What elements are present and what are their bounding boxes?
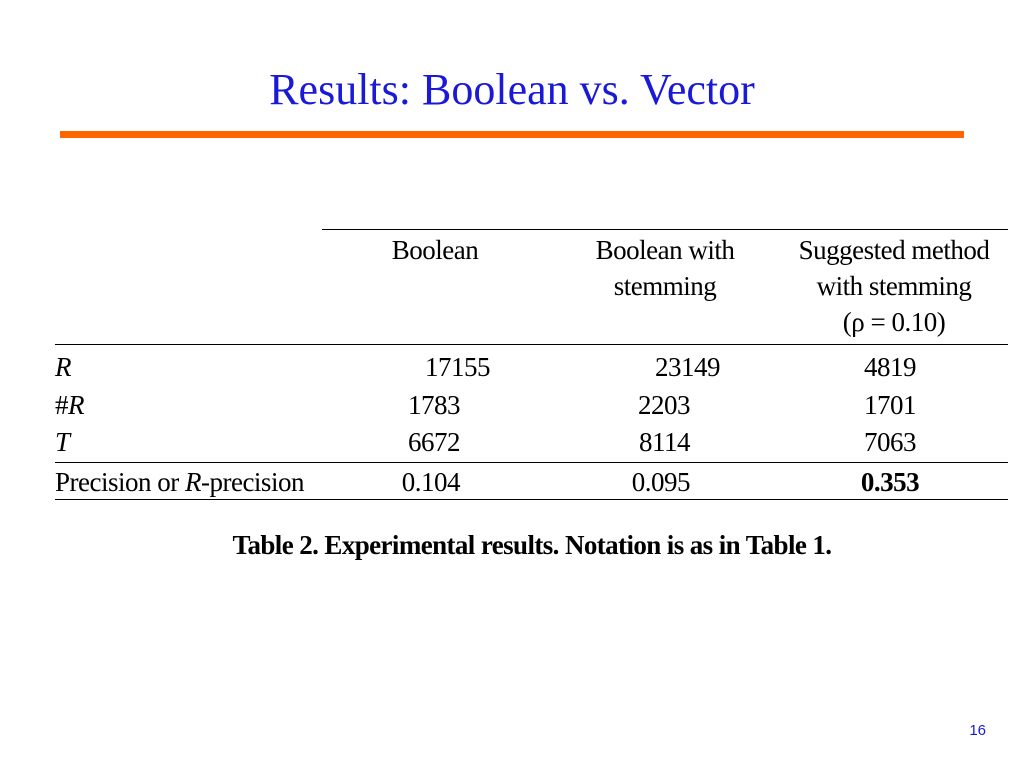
column-header-boolean: Boolean	[355, 232, 515, 268]
table-mid-rule	[55, 462, 1008, 463]
cell-precision-boolean: 0.104	[401, 467, 461, 497]
cell-r-boolean: 17155	[425, 352, 491, 382]
cell-precision-suggested: 0.353	[860, 467, 920, 497]
table-bottom-rule	[55, 499, 1008, 500]
row-label-count-r: #R	[55, 390, 85, 420]
cell-t-boolean-stemming: 8114	[639, 427, 691, 457]
table-header-rule	[55, 344, 1008, 345]
slide-number: 16	[969, 722, 986, 739]
cell-r-boolean-stemming: 23149	[655, 352, 721, 382]
column-header-boolean-stemming: Boolean with stemming	[555, 232, 775, 304]
cell-count-r-suggested: 1701	[864, 390, 917, 420]
row-label-t: T	[55, 427, 70, 457]
cell-t-boolean: 6672	[408, 427, 461, 457]
table-top-rule	[322, 229, 1008, 230]
column-header-suggested-method-line1: Suggested method	[798, 235, 990, 265]
column-header-boolean-stemming-line2: stemming	[613, 271, 717, 301]
title-underline	[60, 131, 964, 138]
column-header-boolean-stemming-line1: Boolean with	[595, 235, 735, 265]
cell-count-r-boolean-stemming: 2203	[638, 390, 691, 420]
cell-precision-boolean-stemming: 0.095	[631, 467, 691, 497]
cell-count-r-boolean: 1783	[408, 390, 461, 420]
slide-title: Results: Boolean vs. Vector	[269, 65, 755, 114]
column-header-boolean-line1: Boolean	[391, 235, 479, 265]
column-header-suggested-method: Suggested method with stemming (ρ = 0.10…	[780, 232, 1008, 340]
column-header-suggested-method-line2: with stemming	[816, 271, 972, 301]
row-label-r: R	[55, 352, 72, 382]
cell-r-suggested: 4819	[864, 352, 917, 382]
cell-t-suggested: 7063	[864, 427, 917, 457]
row-label-precision: Precision or R-precision	[55, 467, 304, 497]
column-header-suggested-method-line3: (ρ = 0.10)	[842, 307, 946, 337]
table-caption: Table 2. Experimental results. Notation …	[232, 530, 832, 560]
